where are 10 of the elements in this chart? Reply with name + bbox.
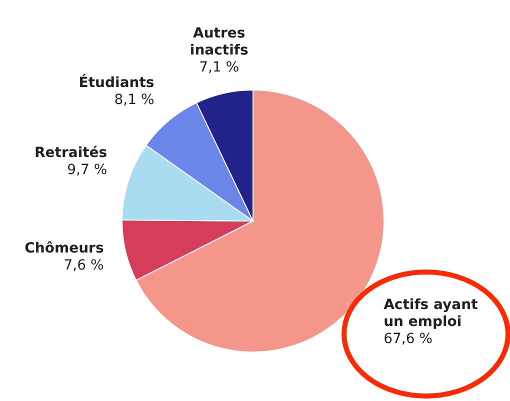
slice-label: Chômeurs [24, 240, 104, 257]
data-label: 67,6 % [384, 331, 433, 348]
data-label: 7,1 % [199, 60, 240, 76]
data-label: 7,6 % [64, 258, 104, 274]
data-label: 8,1 % [114, 92, 154, 108]
slice-label: Actifs ayant un emploi [384, 297, 478, 330]
slice-label: Étudiants [78, 74, 154, 91]
slice-label: Autres inactifs [190, 26, 248, 59]
data-label: 9,7 % [67, 162, 108, 178]
slice-label: Retraités [34, 144, 108, 161]
